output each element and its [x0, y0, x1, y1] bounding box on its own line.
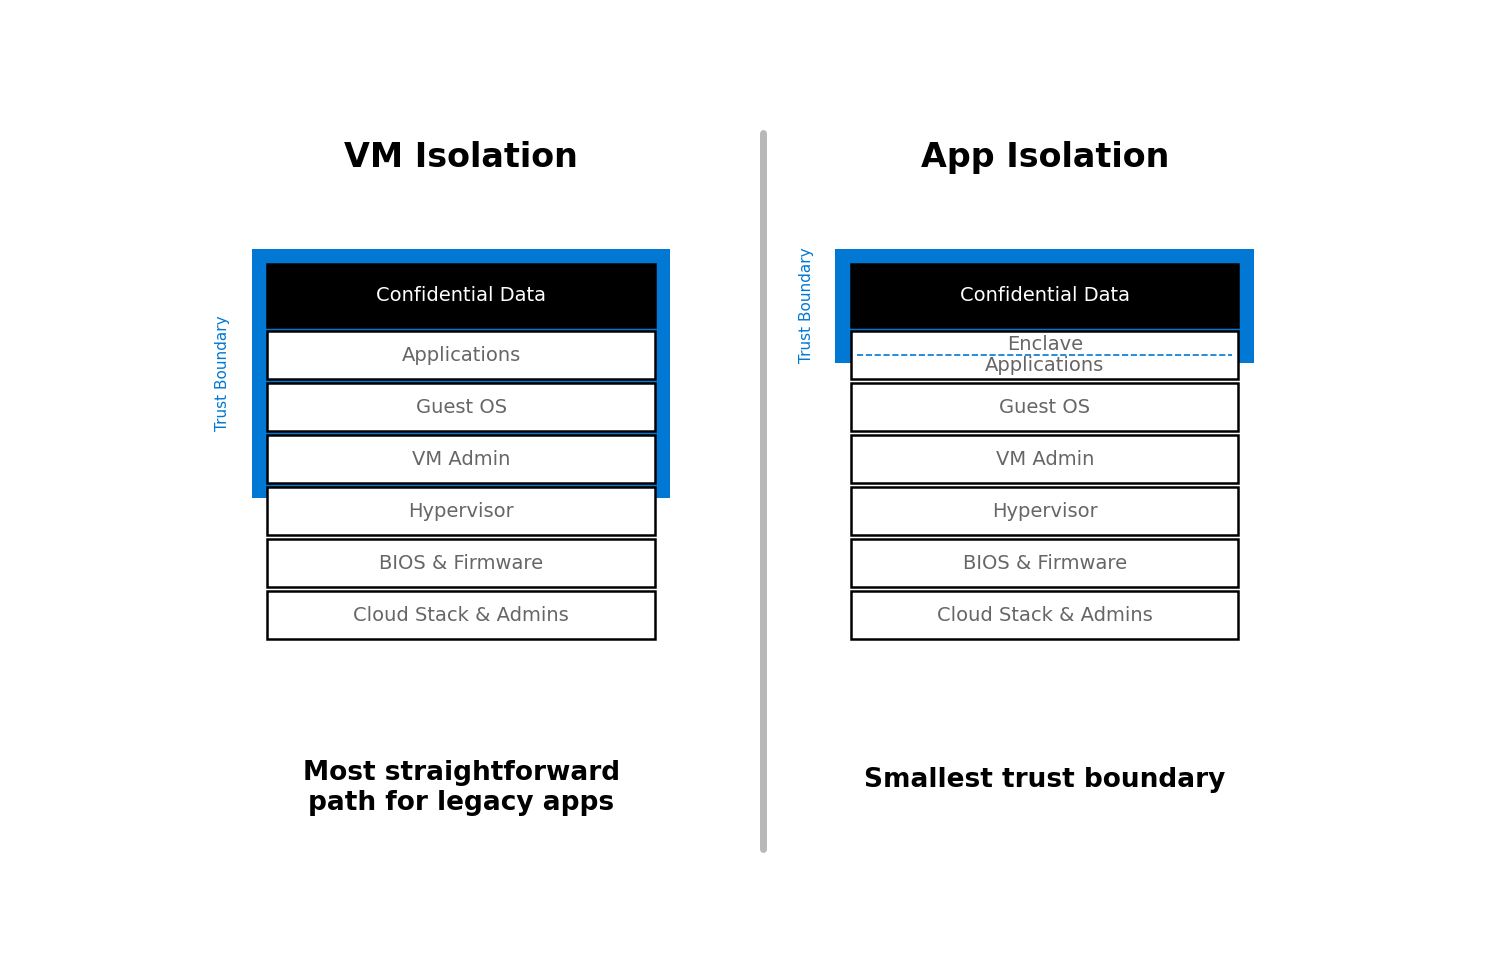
- Text: Applications: Applications: [985, 356, 1104, 375]
- Bar: [268, 264, 655, 327]
- Text: Applications: Applications: [402, 346, 521, 365]
- Text: Confidential Data: Confidential Data: [376, 286, 546, 305]
- Text: Guest OS: Guest OS: [998, 398, 1091, 416]
- Text: BIOS & Firmware: BIOS & Firmware: [963, 554, 1126, 572]
- Bar: [851, 264, 1238, 327]
- Bar: [851, 591, 1238, 639]
- Bar: [851, 383, 1238, 431]
- Text: Guest OS: Guest OS: [415, 398, 507, 416]
- Text: Enclave: Enclave: [1007, 335, 1083, 354]
- Bar: [268, 331, 655, 379]
- Bar: [851, 487, 1238, 535]
- Bar: [268, 435, 655, 483]
- Text: Confidential Data: Confidential Data: [960, 286, 1129, 305]
- Text: BIOS & Firmware: BIOS & Firmware: [379, 554, 543, 572]
- Bar: [851, 331, 1238, 379]
- Bar: [851, 539, 1238, 587]
- Text: Cloud Stack & Admins: Cloud Stack & Admins: [937, 606, 1153, 624]
- Text: VM Isolation: VM Isolation: [344, 141, 577, 174]
- Bar: [251, 249, 671, 499]
- Bar: [835, 249, 1254, 363]
- Text: App Isolation: App Isolation: [921, 141, 1170, 174]
- Text: Cloud Stack & Admins: Cloud Stack & Admins: [353, 606, 568, 624]
- Text: Smallest trust boundary: Smallest trust boundary: [865, 766, 1226, 793]
- Text: Most straightforward
path for legacy apps: Most straightforward path for legacy app…: [302, 760, 619, 815]
- Text: VM Admin: VM Admin: [412, 450, 510, 468]
- Text: Hypervisor: Hypervisor: [408, 502, 513, 520]
- Bar: [268, 539, 655, 587]
- Bar: [851, 435, 1238, 483]
- Bar: [268, 591, 655, 639]
- Text: VM Admin: VM Admin: [995, 450, 1094, 468]
- Bar: [268, 383, 655, 431]
- Text: Hypervisor: Hypervisor: [992, 502, 1098, 520]
- Bar: [268, 487, 655, 535]
- Text: Trust Boundary: Trust Boundary: [214, 316, 231, 431]
- Text: Trust Boundary: Trust Boundary: [799, 248, 814, 364]
